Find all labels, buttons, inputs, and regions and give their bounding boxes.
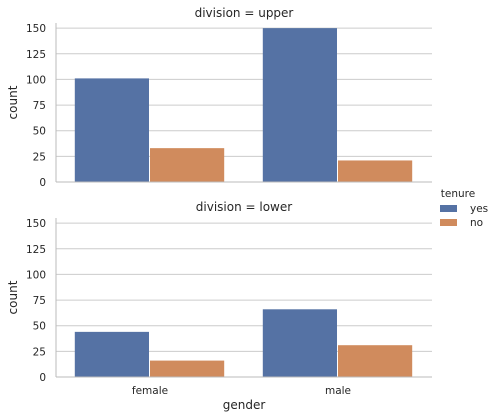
legend: tenure yes no	[440, 188, 488, 229]
panel-upper: 0 25 50 75 100 125 150 division = upper count	[6, 6, 432, 189]
y-tick-label: 50	[33, 321, 46, 333]
y-tick-label: 150	[26, 218, 46, 230]
legend-label-yes: yes	[470, 203, 488, 215]
bar-no-male	[338, 345, 413, 377]
panel-title: division = upper	[195, 6, 294, 20]
y-tick-label: 75	[33, 100, 46, 112]
y-tick-label: 25	[33, 151, 46, 163]
bar-no-male	[338, 160, 413, 182]
y-axis-label: count	[6, 85, 20, 119]
y-tick-label: 125	[26, 244, 46, 256]
legend-label-no: no	[470, 217, 483, 229]
y-tick-label: 150	[26, 23, 46, 35]
y-axis-label: count	[6, 280, 20, 314]
legend-swatch-yes	[440, 205, 457, 212]
x-tick-label-female: female	[132, 385, 168, 397]
y-tick-label: 0	[39, 177, 46, 189]
bar-yes-female	[74, 78, 149, 182]
y-tick-label: 100	[26, 269, 46, 281]
y-tick-label: 0	[39, 372, 46, 384]
x-axis-label: gender	[223, 398, 266, 412]
bar-yes-female	[74, 331, 149, 377]
y-tick-label: 25	[33, 346, 46, 358]
y-tick-label: 125	[26, 49, 46, 61]
legend-title: tenure	[441, 188, 475, 200]
bar-no-female	[150, 360, 225, 377]
y-tick-label: 50	[33, 126, 46, 138]
y-tick-label: 75	[33, 295, 46, 307]
panel-title: division = lower	[196, 200, 292, 214]
bar-no-female	[150, 148, 225, 182]
legend-swatch-no	[440, 219, 457, 226]
bar-yes-male	[262, 309, 337, 377]
chart-panels: 0 25 50 75 100 125 150 division = upper count 0 25…	[6, 6, 432, 397]
panel-lower: 0 25 50 75 100 125 150 division = lower count fem…	[6, 200, 432, 397]
y-tick-label: 100	[26, 74, 46, 86]
x-tick-label-male: male	[325, 385, 351, 397]
bar-yes-male	[262, 28, 337, 183]
